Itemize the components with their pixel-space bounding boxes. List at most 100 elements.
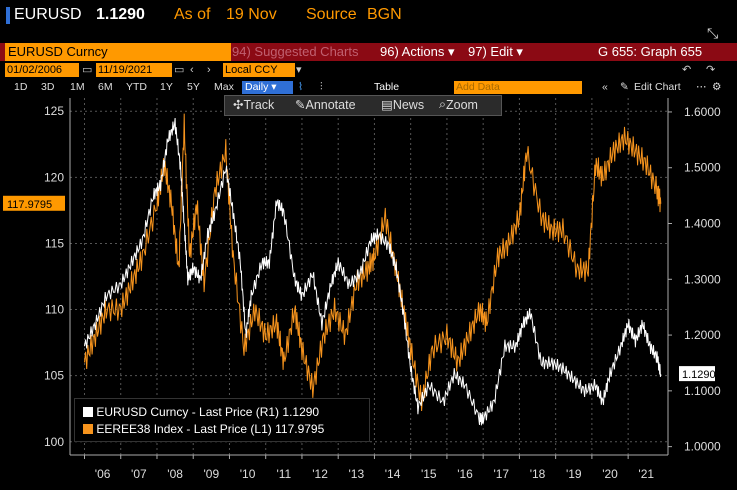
zoom-tool[interactable]: ⌕ Zoom — [439, 97, 478, 112]
x-tick-label: '12 — [312, 467, 328, 481]
period-1y[interactable]: 1Y — [160, 81, 173, 93]
header-bar: EURUSD 1.1290 As of 19 Nov Source BGN ⤡ — [0, 0, 737, 41]
zoom-label: Zoom — [446, 98, 478, 112]
x-tick-label: '11 — [276, 467, 291, 481]
frequency-select[interactable]: Daily ▾ — [242, 81, 293, 94]
collapse-icon[interactable]: « — [602, 81, 608, 93]
right-axis: 1.6000 1.5000 1.4000 1.3000 1.2000 1.1000 1.00… — [667, 98, 721, 455]
calendar-icon[interactable]: ▭ — [174, 64, 185, 76]
frequency-label: Daily — [245, 81, 269, 93]
right-tick-label: 1.4000 — [684, 217, 721, 231]
x-tick-label: '15 — [421, 467, 437, 481]
news-tool[interactable]: ▤ News — [381, 98, 425, 112]
period-1m[interactable]: 1M — [70, 81, 85, 93]
period-6m[interactable]: 6M — [98, 81, 113, 93]
line-chart-icon[interactable]: ⌇ — [298, 81, 304, 93]
x-tick-label: '14 — [385, 467, 401, 481]
x-tick-label: '21 — [638, 467, 654, 481]
suggested-charts-label: 94) Suggested Charts — [232, 44, 359, 59]
edit-menu[interactable]: 97) Edit ▾ — [468, 44, 523, 59]
right-tick-label: 1.3000 — [684, 272, 721, 286]
edit-chart-button[interactable]: Edit Chart — [634, 81, 681, 93]
chart-settings-icon[interactable]: ⋯ — [696, 81, 707, 93]
legend-item-eeree38: EEREE38 Index - Last Price (L1) 117.9795 — [83, 422, 324, 436]
right-tick-label: 1.0000 — [684, 440, 721, 454]
source-label: Source — [306, 6, 357, 23]
series-line-eeree38 — [84, 113, 662, 412]
x-axis: '06 '07 '08 '09 '10 '11 '12 '13 '14 '15 '16 '17 '18 '… — [70, 454, 668, 481]
legend-label-eeree38: EEREE38 Index - Last Price (L1) — [96, 422, 272, 436]
left-tick-label: 110 — [45, 303, 64, 317]
header-price: 1.1290 — [96, 6, 145, 23]
currency-select[interactable]: Local CCY — [223, 63, 295, 77]
right-tick-label: 1.1000 — [684, 384, 721, 398]
left-tick-label: 125 — [44, 104, 64, 118]
x-tick-label: '18 — [530, 467, 546, 481]
right-last-value-badge: 1.1290 — [679, 366, 716, 382]
legend-value-eurusd: 1.1290 — [282, 405, 320, 419]
menu-bar: EURUSD Curncy 94) Suggested Charts 96) A… — [0, 43, 737, 61]
right-last-value: 1.1290 — [682, 369, 716, 381]
edit-label: 97) Edit — [468, 44, 513, 59]
suggested-charts-button[interactable]: 94) Suggested Charts — [232, 43, 358, 61]
right-tick-label: 1.6000 — [684, 105, 721, 119]
track-tool[interactable]: ✣ Track — [233, 98, 275, 112]
legend-swatch-eeree38 — [83, 424, 93, 434]
period-1d[interactable]: 1D — [14, 81, 28, 93]
as-of-label: As of — [174, 6, 211, 23]
legend-label-eurusd: EURUSD Curncy - Last Price (R1) — [96, 405, 280, 419]
add-data-input[interactable]: Add Data — [454, 81, 582, 94]
next-arrow-icon[interactable]: › — [207, 64, 211, 76]
legend-item-eurusd: EURUSD Curncy - Last Price (R1) 1.1290 — [83, 405, 319, 419]
x-tick-label: '19 — [566, 467, 582, 481]
x-tick-label: '13 — [348, 467, 364, 481]
period-3d[interactable]: 3D — [41, 81, 55, 93]
x-tick-label: '07 — [131, 467, 147, 481]
x-tick-label: '16 — [457, 467, 473, 481]
end-date-field[interactable]: 11/19/2021 — [96, 63, 172, 77]
ticker: EURUSD — [14, 6, 82, 23]
chart-toolbar: ✣ Track ✎ Annotate ▤ News ⌕ Zoom — [224, 95, 502, 116]
x-tick-label: '09 — [204, 467, 220, 481]
x-tick-label: '17 — [493, 467, 509, 481]
edit-chart-icon[interactable]: ✎ — [620, 81, 629, 93]
left-tick-label: 105 — [44, 369, 64, 383]
legend-value-eeree38: 117.9795 — [275, 422, 325, 436]
security-field[interactable]: EURUSD Curncy — [5, 43, 231, 61]
left-last-value: 117.9795 — [7, 199, 52, 211]
right-tick-label: 1.2000 — [684, 328, 721, 342]
source-value: BGN — [367, 6, 402, 23]
left-tick-label: 120 — [44, 170, 64, 184]
right-tick-label: 1.5000 — [684, 161, 721, 175]
left-tick-label: 100 — [44, 435, 64, 449]
gear-icon[interactable]: ⚙ — [712, 81, 722, 93]
redo-icon[interactable]: ↷ — [706, 64, 716, 76]
calendar-icon[interactable]: ▭ — [82, 64, 93, 76]
actions-menu[interactable]: 96) Actions ▾ — [380, 44, 455, 59]
left-last-value-badge: 117.9795 — [3, 195, 65, 211]
prev-arrow-icon[interactable]: ‹ — [190, 64, 194, 76]
table-button[interactable]: Table — [374, 81, 400, 93]
x-tick-label: '20 — [602, 467, 618, 481]
legend-swatch-eurusd — [83, 407, 93, 417]
x-tick-label: '10 — [240, 467, 256, 481]
left-tick-label: 115 — [45, 236, 64, 250]
maximize-icon[interactable]: ⤡ — [707, 25, 719, 41]
x-tick-label: '06 — [95, 467, 111, 481]
start-date-field[interactable]: 01/02/2006 — [5, 63, 79, 77]
security-label: EURUSD Curncy — [8, 44, 108, 59]
period-max[interactable]: Max — [214, 81, 234, 93]
ticker-marker — [6, 7, 10, 24]
left-axis: 125 120 115 110 105 100 — [44, 98, 71, 455]
annotate-label: Annotate — [305, 98, 356, 112]
actions-label: 96) Actions — [380, 44, 445, 59]
chevron-down-icon[interactable]: ▾ — [296, 64, 302, 76]
annotate-tool[interactable]: ✎ Annotate — [295, 98, 356, 112]
undo-icon[interactable]: ↶ — [682, 64, 692, 76]
series-line-eurusd — [84, 117, 662, 426]
period-5y[interactable]: 5Y — [187, 81, 200, 93]
graph-label: G 655: Graph 655 — [598, 44, 703, 59]
legend: EURUSD Curncy - Last Price (R1) 1.1290 E… — [74, 398, 370, 442]
bar-chart-icon[interactable]: ⫶ — [320, 81, 323, 93]
period-ytd[interactable]: YTD — [126, 81, 147, 93]
